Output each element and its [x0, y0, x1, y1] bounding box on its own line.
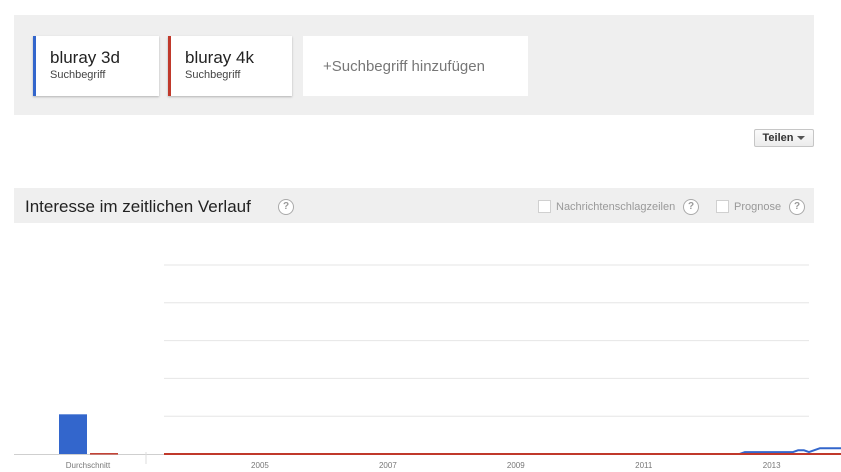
series-line	[164, 447, 841, 455]
section-header: Interesse im zeitlichen Verlauf ? Nachri…	[14, 188, 814, 223]
chevron-down-icon	[797, 136, 806, 140]
share-button[interactable]: Teilen	[754, 129, 814, 147]
average-bar	[59, 414, 87, 454]
search-terms-bar: bluray 3d Suchbegriff bluray 4k Suchbegr…	[14, 15, 814, 115]
term-color-stripe	[168, 36, 171, 96]
news-headlines-help-icon[interactable]: ?	[683, 199, 699, 215]
x-tick-label: 2011	[635, 461, 653, 470]
news-headlines-label: Nachrichtenschlagzeilen	[556, 201, 676, 213]
term-color-stripe	[33, 36, 36, 96]
x-tick-label: 2005	[251, 461, 269, 470]
x-tick-label: 2009	[507, 461, 525, 470]
term-card-bluray-3d[interactable]: bluray 3d Suchbegriff	[33, 36, 159, 96]
series-line	[164, 453, 841, 455]
news-headlines-checkbox[interactable]	[538, 200, 551, 213]
term-type: Suchbegriff	[185, 69, 241, 81]
add-search-term-button[interactable]: +Suchbegriff hinzufügen	[303, 36, 528, 96]
average-bar	[90, 453, 118, 455]
term-name: bluray 4k	[185, 48, 254, 67]
x-tick-label: 2013	[763, 461, 781, 470]
x-tick-label: 2007	[379, 461, 397, 470]
plus-icon: +	[323, 58, 332, 75]
share-label: Teilen	[762, 132, 794, 144]
help-icon[interactable]: ?	[278, 199, 294, 215]
forecast-help-icon[interactable]: ?	[789, 199, 805, 215]
term-name: bluray 3d	[50, 48, 120, 67]
add-term-label: Suchbegriff hinzufügen	[331, 58, 485, 75]
forecast-checkbox[interactable]	[716, 200, 729, 213]
section-title: Interesse im zeitlichen Verlauf	[25, 197, 251, 216]
term-card-bluray-4k[interactable]: bluray 4k Suchbegriff	[168, 36, 292, 96]
term-type: Suchbegriff	[50, 69, 106, 81]
forecast-label: Prognose	[734, 201, 782, 213]
interest-over-time-chart: Durchschnitt 2005 2007 2009 2011 2013	[14, 264, 841, 470]
average-label: Durchschnitt	[66, 461, 111, 470]
